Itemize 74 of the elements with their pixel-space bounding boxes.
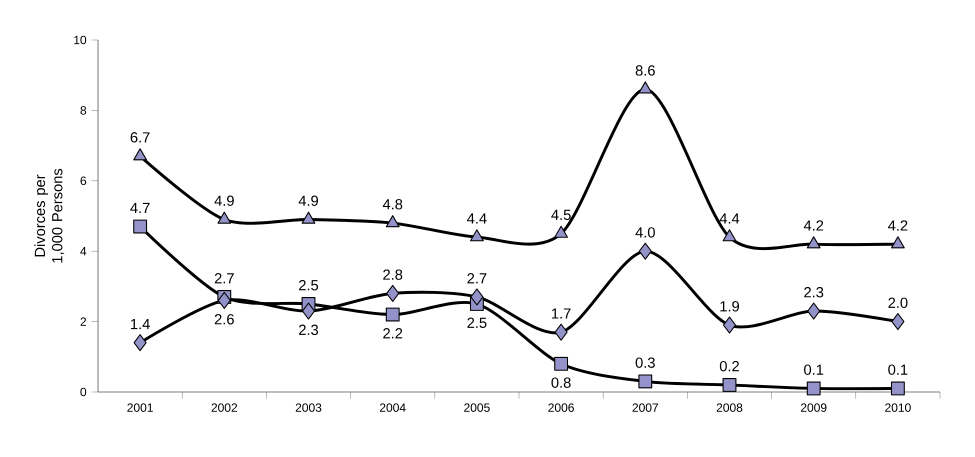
point bbox=[218, 292, 231, 310]
data-label: 0.1 bbox=[888, 364, 908, 375]
point bbox=[806, 236, 821, 248]
point bbox=[302, 212, 316, 224]
point bbox=[386, 308, 400, 322]
data-label: 4.4 bbox=[467, 213, 487, 224]
point bbox=[638, 374, 652, 388]
point bbox=[134, 334, 147, 352]
x-tick-label: 2004 bbox=[380, 403, 406, 412]
y-axis-title: Divorces per 1,000 Persons bbox=[34, 168, 64, 263]
y-tick-label: 4 bbox=[80, 247, 86, 256]
data-label: 4.4 bbox=[720, 213, 740, 224]
x-tick-label: 2006 bbox=[548, 403, 574, 412]
x-tick-label: 2010 bbox=[885, 403, 911, 412]
x-tick-label: 2005 bbox=[464, 403, 490, 412]
data-label: 4.7 bbox=[130, 202, 150, 213]
point bbox=[470, 288, 484, 306]
data-label: 2.5 bbox=[467, 318, 486, 328]
data-label: 2.6 bbox=[214, 314, 234, 324]
x-tick-label: 2009 bbox=[800, 403, 826, 412]
y-tick-label: 2 bbox=[80, 317, 86, 326]
y-tick-label: 6 bbox=[80, 176, 86, 186]
point bbox=[722, 316, 736, 334]
point bbox=[891, 313, 904, 330]
point bbox=[554, 324, 568, 341]
data-label: 0.2 bbox=[720, 360, 739, 372]
point bbox=[217, 212, 232, 224]
x-tick-label: 2001 bbox=[127, 403, 153, 412]
data-label: 1.4 bbox=[131, 319, 150, 330]
point bbox=[891, 236, 905, 248]
x-tick-label: 2007 bbox=[632, 403, 658, 412]
point bbox=[722, 229, 736, 242]
data-label: 4.5 bbox=[551, 210, 571, 220]
point bbox=[638, 81, 652, 94]
data-label: 4.9 bbox=[298, 196, 318, 206]
data-label: 4.2 bbox=[888, 220, 908, 231]
y-tick-label: 8 bbox=[80, 106, 86, 115]
point bbox=[554, 226, 568, 238]
point bbox=[386, 284, 400, 302]
data-label: 2.8 bbox=[383, 269, 402, 280]
data-label: 2.0 bbox=[888, 298, 908, 308]
y-tick-label: 10 bbox=[74, 36, 86, 44]
data-label: 2.5 bbox=[299, 280, 318, 290]
data-label: 1.7 bbox=[552, 308, 571, 319]
data-label: 2.3 bbox=[299, 324, 318, 336]
point bbox=[302, 302, 316, 320]
y-tick-label: 0 bbox=[80, 388, 86, 396]
x-tick-label: 2008 bbox=[716, 403, 742, 412]
data-label: 4.8 bbox=[382, 199, 402, 210]
point bbox=[133, 220, 148, 234]
data-label: 0.1 bbox=[804, 364, 824, 375]
data-label: 0.8 bbox=[551, 377, 571, 388]
point bbox=[806, 382, 821, 396]
data-label: 2.7 bbox=[214, 273, 234, 284]
point bbox=[890, 382, 905, 396]
data-label: 6.7 bbox=[130, 132, 150, 143]
data-label: 2.3 bbox=[804, 287, 824, 298]
data-label: 2.2 bbox=[383, 328, 402, 338]
data-label: 0.3 bbox=[636, 357, 655, 368]
x-tick-label: 2002 bbox=[212, 403, 238, 412]
point bbox=[638, 242, 652, 260]
data-label: 2.7 bbox=[467, 273, 486, 284]
data-label: 1.9 bbox=[720, 301, 739, 312]
data-label: 4.2 bbox=[804, 220, 824, 231]
point bbox=[386, 215, 400, 228]
point bbox=[554, 356, 568, 371]
data-label: 4.9 bbox=[214, 196, 234, 206]
data-label: 4.0 bbox=[635, 227, 655, 238]
point bbox=[470, 229, 484, 242]
point bbox=[133, 148, 147, 160]
x-tick-label: 2003 bbox=[296, 403, 322, 412]
point bbox=[722, 378, 736, 392]
point bbox=[807, 302, 820, 320]
data-label: 8.6 bbox=[636, 65, 655, 76]
